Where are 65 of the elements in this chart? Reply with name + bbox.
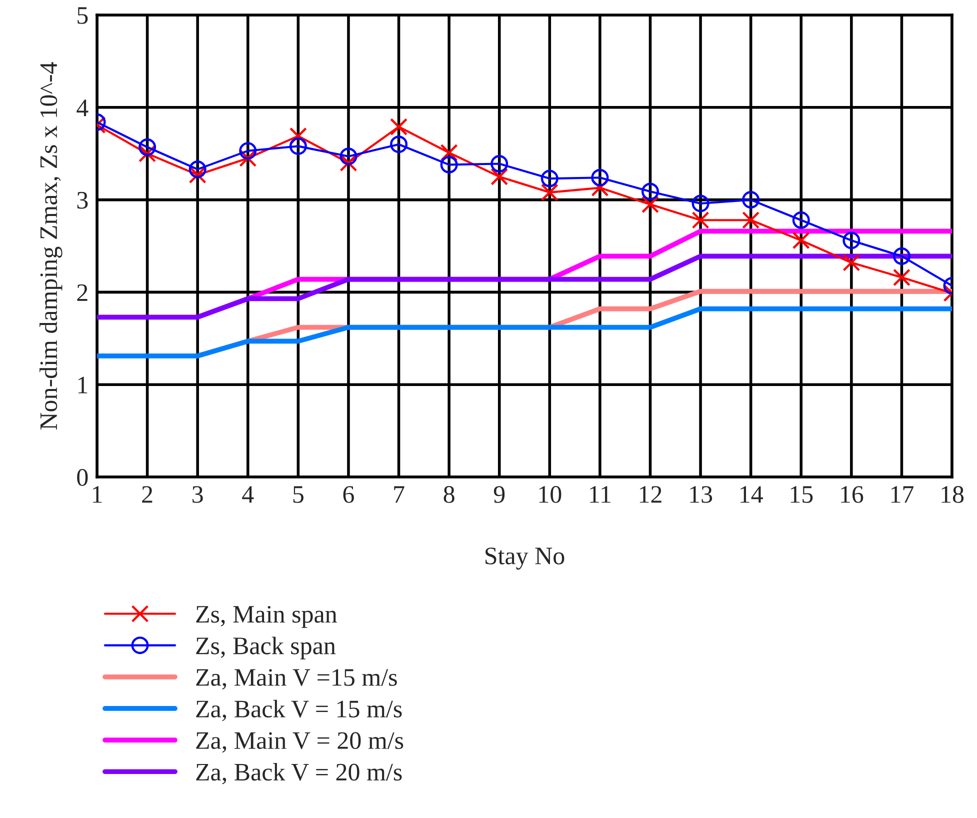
point xyxy=(692,211,710,229)
point xyxy=(239,149,257,167)
legend-label: Za, Main V = 20 m/s xyxy=(196,732,404,753)
point xyxy=(340,148,358,166)
y-tick-label: 0 xyxy=(77,469,88,486)
point xyxy=(792,211,810,229)
point xyxy=(340,154,358,172)
line-series xyxy=(97,306,952,358)
point xyxy=(641,196,659,214)
point xyxy=(390,118,408,136)
legend-label: Zs, Back span xyxy=(196,636,336,660)
x-tick-label: 14 xyxy=(740,486,763,503)
x-axis-title: Stay No xyxy=(486,548,564,570)
x-tick-label: 6 xyxy=(343,486,354,503)
x-tick-label: 1 xyxy=(92,486,102,503)
y-tick-label: 1 xyxy=(78,376,88,394)
y-tick-label: 5 xyxy=(78,7,88,24)
point xyxy=(842,254,860,272)
point xyxy=(842,232,860,250)
x-tick-label: 15 xyxy=(790,486,813,503)
point xyxy=(742,211,760,229)
y-axis-title: Non-dim damping Zmax, Zs x 10^-4 xyxy=(40,62,62,430)
x-tick-label: 7 xyxy=(394,486,404,503)
legend-label: Za, Back V = 15 m/s xyxy=(196,700,402,722)
point xyxy=(188,160,206,178)
x-tick-label: 10 xyxy=(539,486,562,503)
point xyxy=(692,194,710,212)
point xyxy=(289,127,307,145)
point xyxy=(138,144,156,162)
point xyxy=(440,156,458,174)
x-tick-label: 8 xyxy=(444,486,454,503)
point xyxy=(892,268,910,286)
point xyxy=(591,179,609,197)
point xyxy=(138,138,156,156)
legend-label: Za, Back V = 20 m/s xyxy=(196,763,402,784)
point xyxy=(239,142,257,160)
x-tick-label: 3 xyxy=(192,486,203,503)
point xyxy=(792,232,810,250)
point xyxy=(540,170,558,188)
y-tick-label: 2 xyxy=(77,284,88,301)
x-tick-label: 17 xyxy=(891,486,914,503)
y-tick-label: 3 xyxy=(77,192,88,209)
x-tick-label: 9 xyxy=(494,486,505,503)
point xyxy=(440,144,458,162)
x-tick-label: 5 xyxy=(293,486,304,503)
x-tick-label: 16 xyxy=(841,486,864,503)
point xyxy=(188,166,206,184)
point xyxy=(289,137,307,155)
legend-label: Za, Main V =15 m/s xyxy=(196,669,397,690)
point xyxy=(641,182,659,200)
x-tick-label: 12 xyxy=(640,486,662,503)
point xyxy=(742,191,760,209)
y-tick-label: 4 xyxy=(76,100,88,116)
legend-label: Zs, Main span xyxy=(196,606,337,628)
point xyxy=(390,136,408,154)
x-tick-label: 11 xyxy=(590,486,610,503)
point xyxy=(591,168,609,186)
x-tick-label: 4 xyxy=(242,486,254,503)
point xyxy=(490,168,508,186)
point xyxy=(892,247,910,265)
x-tick-label: 18 xyxy=(942,486,964,503)
x-tick-label: 13 xyxy=(690,486,712,503)
point xyxy=(540,184,558,202)
point xyxy=(490,155,508,173)
x-tick-label: 2 xyxy=(142,486,152,503)
